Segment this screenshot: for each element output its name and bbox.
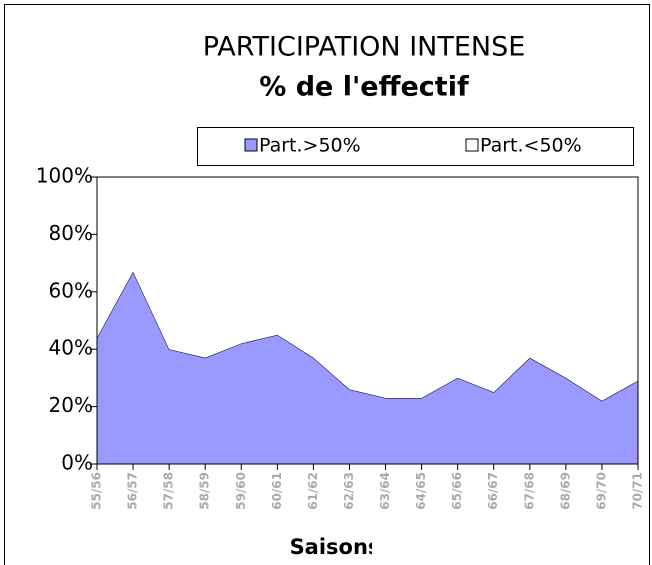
x-tick-label: 62/63 bbox=[342, 472, 356, 510]
x-tick-label: 60/61 bbox=[270, 472, 284, 510]
x-tick-label: 64/65 bbox=[414, 472, 428, 510]
area bbox=[97, 177, 638, 401]
plot-frame bbox=[96, 176, 639, 465]
legend-swatch bbox=[244, 138, 258, 152]
x-tick-label: 59/60 bbox=[234, 472, 248, 510]
y-tick-label: 0% bbox=[61, 451, 93, 475]
legend-label: Part.>50% bbox=[259, 135, 361, 157]
x-tick-label: 57/58 bbox=[162, 472, 176, 510]
y-tick-label: 80% bbox=[49, 221, 93, 245]
x-tick-label: 58/59 bbox=[198, 472, 212, 510]
y-tick-label: 100% bbox=[36, 164, 93, 188]
x-tick-label: 55/56 bbox=[90, 472, 104, 510]
area bbox=[97, 271, 638, 464]
x-tick-label: 67/68 bbox=[522, 472, 536, 510]
legend-swatch bbox=[465, 138, 479, 152]
x-tick-label: 56/57 bbox=[126, 472, 140, 510]
y-tick-label: 20% bbox=[49, 393, 93, 417]
x-tick-label: 70/71 bbox=[631, 472, 645, 510]
x-tick-label: 65/66 bbox=[450, 472, 464, 510]
x-tick-label: 66/67 bbox=[486, 472, 500, 510]
legend-label: Part.<50% bbox=[480, 135, 582, 157]
chart-subtitle: % de l'effectif bbox=[259, 72, 469, 103]
x-axis-label: Saisons bbox=[290, 535, 381, 559]
chart-title: PARTICIPATION INTENSE bbox=[203, 32, 526, 63]
x-tick-label: 69/70 bbox=[594, 472, 608, 510]
chart-border bbox=[4, 4, 650, 565]
y-tick-label: 60% bbox=[49, 278, 93, 302]
x-tick-label: 63/64 bbox=[378, 472, 392, 510]
x-tick-label: 61/62 bbox=[306, 472, 320, 510]
x-tick-label: 68/69 bbox=[558, 472, 572, 510]
legend-box bbox=[197, 127, 634, 166]
y-tick-label: 40% bbox=[49, 336, 93, 360]
